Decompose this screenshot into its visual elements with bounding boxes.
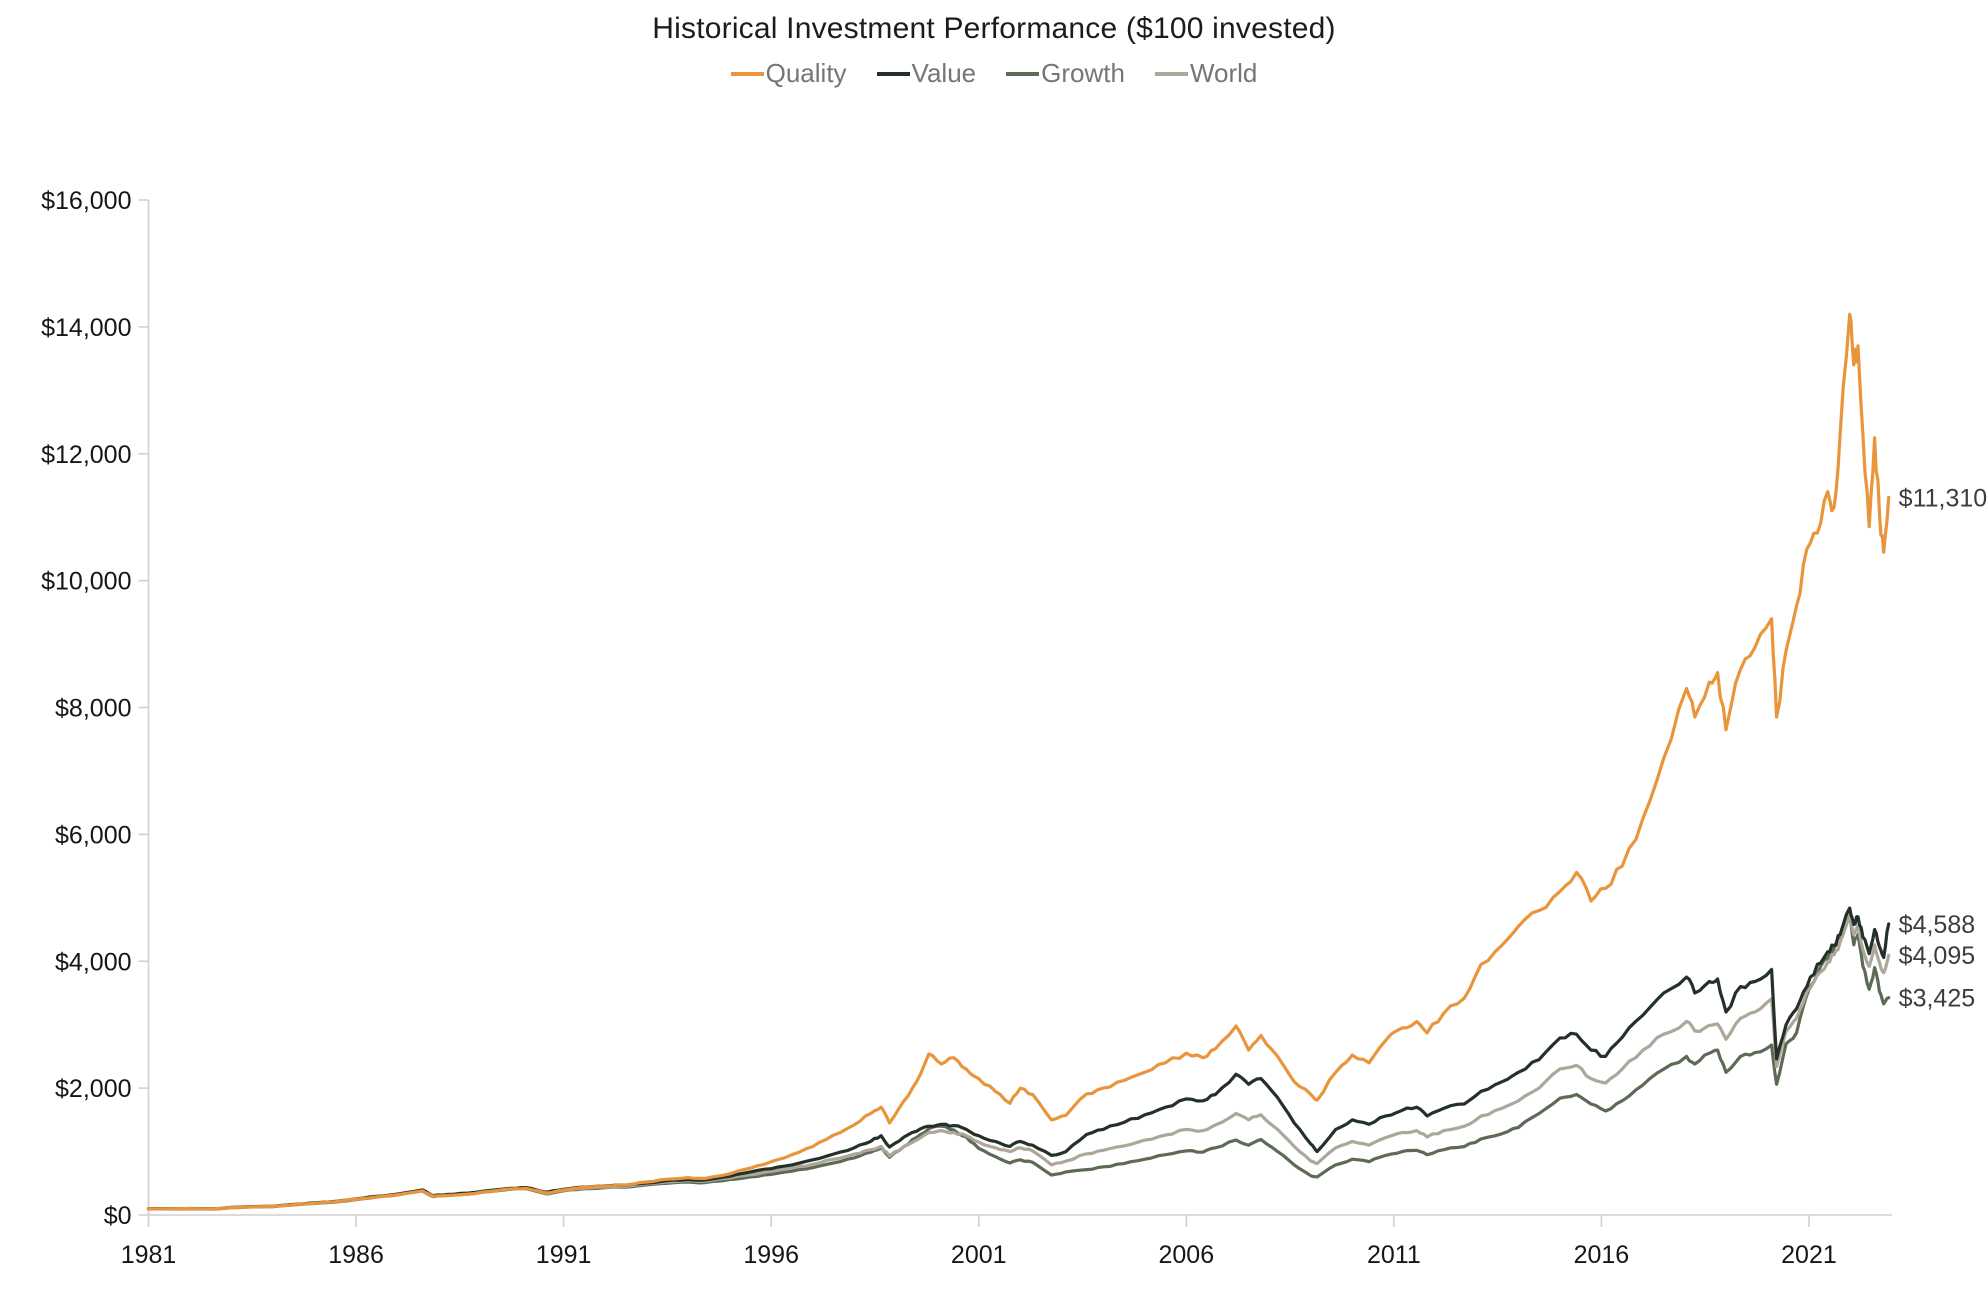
x-axis-label: 1991 bbox=[536, 1241, 592, 1269]
y-axis-label: $14,000 bbox=[41, 314, 131, 342]
y-axis-label: $2,000 bbox=[55, 1075, 131, 1103]
x-axis-label: 2006 bbox=[1158, 1241, 1214, 1269]
legend-dash-icon bbox=[876, 71, 910, 76]
y-axis-label: $0 bbox=[104, 1202, 132, 1230]
page-title: Historical Investment Performance ($100 … bbox=[652, 12, 1336, 45]
y-axis-label: $8,000 bbox=[55, 695, 131, 723]
series-end-labels: $11,310 $4,588 $3,425 $4,095 bbox=[1899, 485, 1988, 1013]
x-axis-label: 2016 bbox=[1574, 1241, 1630, 1269]
series-value-line bbox=[146, 906, 1891, 1211]
legend-item-world: World bbox=[1154, 58, 1258, 89]
y-axis-label: $12,000 bbox=[41, 441, 131, 469]
chart-legend: Quality Value Growth World bbox=[0, 58, 1988, 89]
series-world-line bbox=[146, 911, 1891, 1211]
x-axis-label: 2011 bbox=[1367, 1241, 1421, 1269]
legend-label: Quality bbox=[765, 58, 847, 88]
y-axis-label: $16,000 bbox=[41, 187, 131, 215]
x-axis-label: 1986 bbox=[328, 1241, 384, 1269]
x-axis-label: 2001 bbox=[951, 1241, 1007, 1269]
series-lines bbox=[146, 312, 1891, 1211]
x-axis-label: 1996 bbox=[743, 1241, 799, 1269]
series-end-label-quality: $11,310 bbox=[1899, 485, 1988, 513]
series-end-label-world: $4,095 bbox=[1899, 942, 1975, 970]
legend-dash-icon bbox=[1154, 71, 1188, 76]
axes: $0 $2,000 $4,000 $6,000 $8,000 $10,000 $12,000… bbox=[41, 187, 1892, 1269]
y-axis-label: $4,000 bbox=[55, 948, 131, 976]
x-axis-label: 2021 bbox=[1781, 1241, 1837, 1269]
legend-label: World bbox=[1189, 58, 1258, 88]
y-axis-label: $10,000 bbox=[41, 568, 131, 596]
series-quality-line bbox=[146, 312, 1891, 1211]
legend-dash-icon bbox=[730, 71, 764, 76]
y-axis-label: $6,000 bbox=[55, 821, 131, 849]
series-end-label-growth: $3,425 bbox=[1899, 985, 1975, 1013]
legend-label: Value bbox=[911, 58, 977, 88]
legend-item-value: Value bbox=[876, 58, 977, 89]
series-end-label-value: $4,588 bbox=[1899, 911, 1975, 939]
legend-item-quality: Quality bbox=[730, 58, 847, 89]
legend-dash-icon bbox=[1006, 71, 1040, 76]
legend-label: Growth bbox=[1041, 58, 1125, 88]
legend-item-growth: Growth bbox=[1006, 58, 1125, 89]
x-axis-label: 1981 bbox=[121, 1241, 177, 1269]
